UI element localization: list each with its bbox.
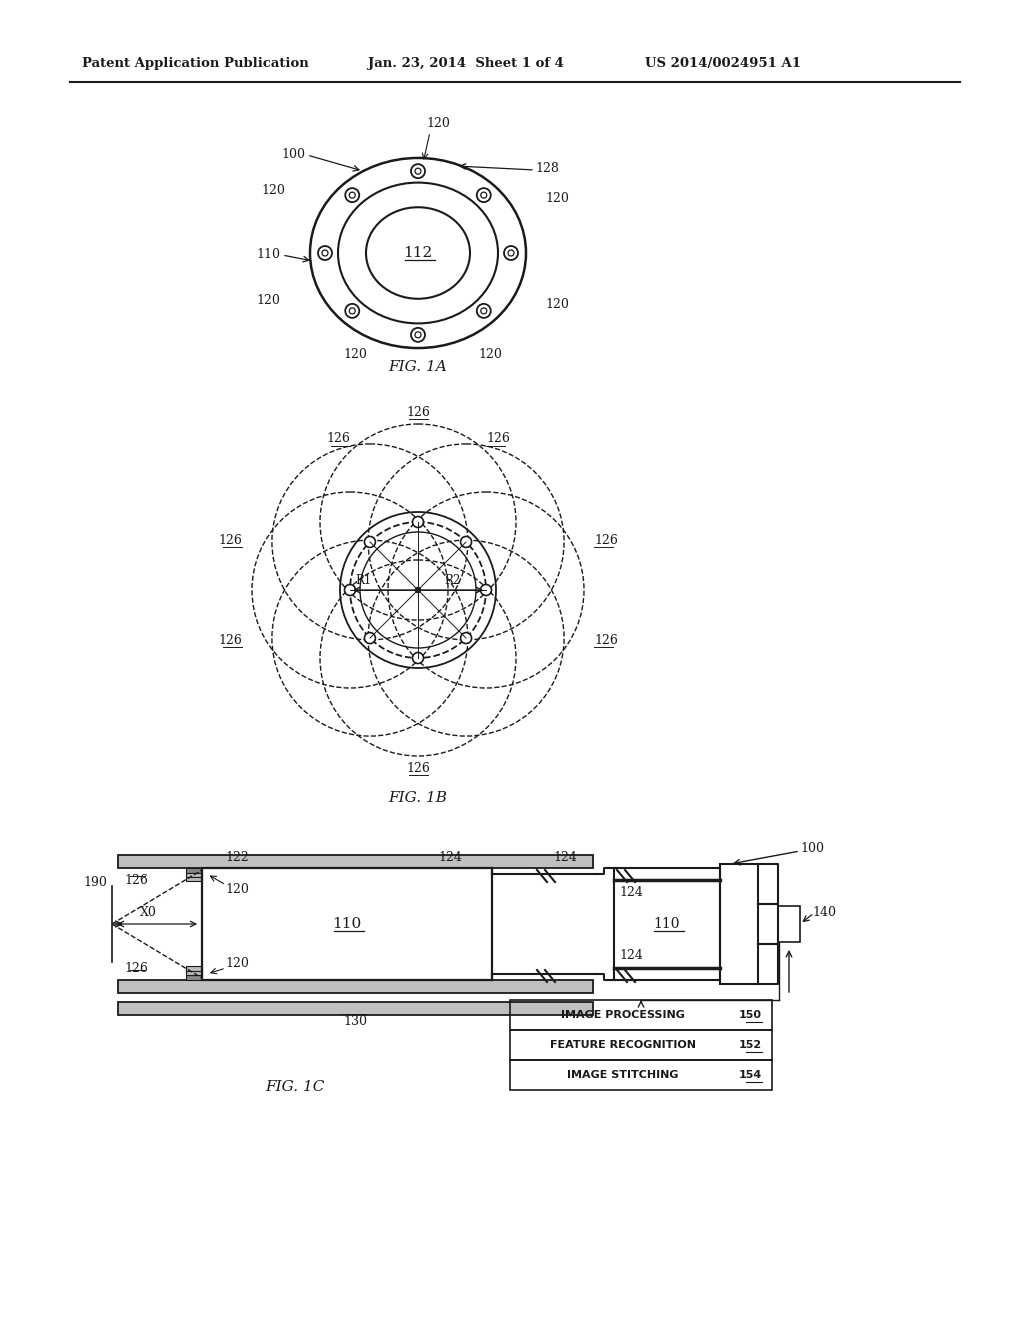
Text: 100: 100: [281, 149, 305, 161]
Circle shape: [461, 536, 472, 548]
Text: 152: 152: [739, 1040, 762, 1049]
Circle shape: [345, 304, 359, 318]
Bar: [118, 1002, 593, 1015]
Text: 120: 120: [545, 298, 569, 312]
Circle shape: [365, 632, 376, 644]
Text: 120: 120: [225, 883, 249, 896]
Text: FIG. 1A: FIG. 1A: [389, 360, 447, 374]
Circle shape: [461, 632, 472, 644]
Text: IMAGE STITCHING: IMAGE STITCHING: [567, 1071, 679, 1080]
Text: 126: 126: [326, 433, 350, 446]
Text: 122: 122: [225, 851, 249, 865]
Circle shape: [413, 652, 424, 664]
Text: X0: X0: [140, 906, 157, 919]
Text: 126: 126: [407, 405, 430, 418]
Text: 110: 110: [256, 248, 280, 261]
Text: R1: R1: [355, 574, 372, 587]
Bar: [202, 869, 492, 979]
Text: 126: 126: [124, 874, 148, 887]
Bar: [118, 979, 593, 993]
Text: 126: 126: [124, 961, 148, 974]
Text: FIG. 1B: FIG. 1B: [388, 791, 447, 805]
Text: 154: 154: [738, 1071, 762, 1080]
Text: 130: 130: [343, 1015, 368, 1028]
Text: 120: 120: [261, 183, 285, 197]
Bar: [720, 865, 758, 983]
Circle shape: [415, 168, 421, 174]
Circle shape: [411, 164, 425, 178]
Text: 126: 126: [407, 762, 430, 775]
Bar: [510, 1030, 772, 1060]
Text: 120: 120: [256, 293, 280, 306]
Circle shape: [480, 308, 486, 314]
Text: 120: 120: [478, 348, 502, 360]
Text: Patent Application Publication: Patent Application Publication: [82, 58, 309, 70]
Text: US 2014/0024951 A1: US 2014/0024951 A1: [645, 58, 801, 70]
Text: 124: 124: [438, 851, 462, 865]
Circle shape: [411, 327, 425, 342]
Bar: [186, 970, 202, 975]
Circle shape: [349, 193, 355, 198]
Text: 126: 126: [594, 634, 617, 647]
Bar: [186, 869, 202, 873]
Text: Jan. 23, 2014  Sheet 1 of 4: Jan. 23, 2014 Sheet 1 of 4: [368, 58, 564, 70]
Text: 126: 126: [486, 433, 510, 446]
Text: 128: 128: [535, 161, 559, 174]
Text: 110: 110: [653, 917, 680, 931]
Circle shape: [344, 585, 355, 595]
Bar: [186, 873, 202, 876]
Circle shape: [477, 304, 490, 318]
Circle shape: [413, 516, 424, 528]
Text: R2: R2: [443, 574, 460, 587]
Circle shape: [477, 189, 490, 202]
Text: 124: 124: [618, 886, 643, 899]
Circle shape: [345, 189, 359, 202]
Text: IMAGE PROCESSING: IMAGE PROCESSING: [561, 1010, 685, 1020]
Circle shape: [504, 246, 518, 260]
Circle shape: [322, 249, 328, 256]
Text: 126: 126: [594, 533, 617, 546]
Bar: [614, 869, 720, 979]
Text: 126: 126: [218, 533, 242, 546]
Text: 100: 100: [800, 842, 824, 854]
Circle shape: [318, 246, 332, 260]
Circle shape: [415, 331, 421, 338]
Bar: [778, 906, 800, 942]
Text: 124: 124: [618, 949, 643, 962]
Circle shape: [508, 249, 514, 256]
Circle shape: [480, 193, 486, 198]
Circle shape: [349, 308, 355, 314]
Bar: [118, 855, 593, 869]
Text: 126: 126: [218, 634, 242, 647]
Bar: [510, 1001, 772, 1030]
Text: FIG. 1C: FIG. 1C: [265, 1080, 325, 1094]
Text: 150: 150: [739, 1010, 762, 1020]
Text: 120: 120: [426, 117, 450, 129]
Text: 124: 124: [553, 851, 577, 865]
Text: 120: 120: [225, 957, 249, 970]
Circle shape: [415, 587, 421, 593]
Text: 110: 110: [333, 917, 361, 931]
Text: 140: 140: [812, 907, 836, 920]
Bar: [186, 966, 202, 972]
Text: 190: 190: [83, 875, 106, 888]
Text: 112: 112: [403, 246, 432, 260]
Bar: [186, 975, 202, 979]
Circle shape: [480, 585, 492, 595]
Text: 120: 120: [343, 348, 367, 360]
Text: 120: 120: [545, 191, 569, 205]
Text: FEATURE RECOGNITION: FEATURE RECOGNITION: [550, 1040, 696, 1049]
Bar: [510, 1060, 772, 1090]
Circle shape: [365, 536, 376, 548]
Bar: [186, 876, 202, 880]
